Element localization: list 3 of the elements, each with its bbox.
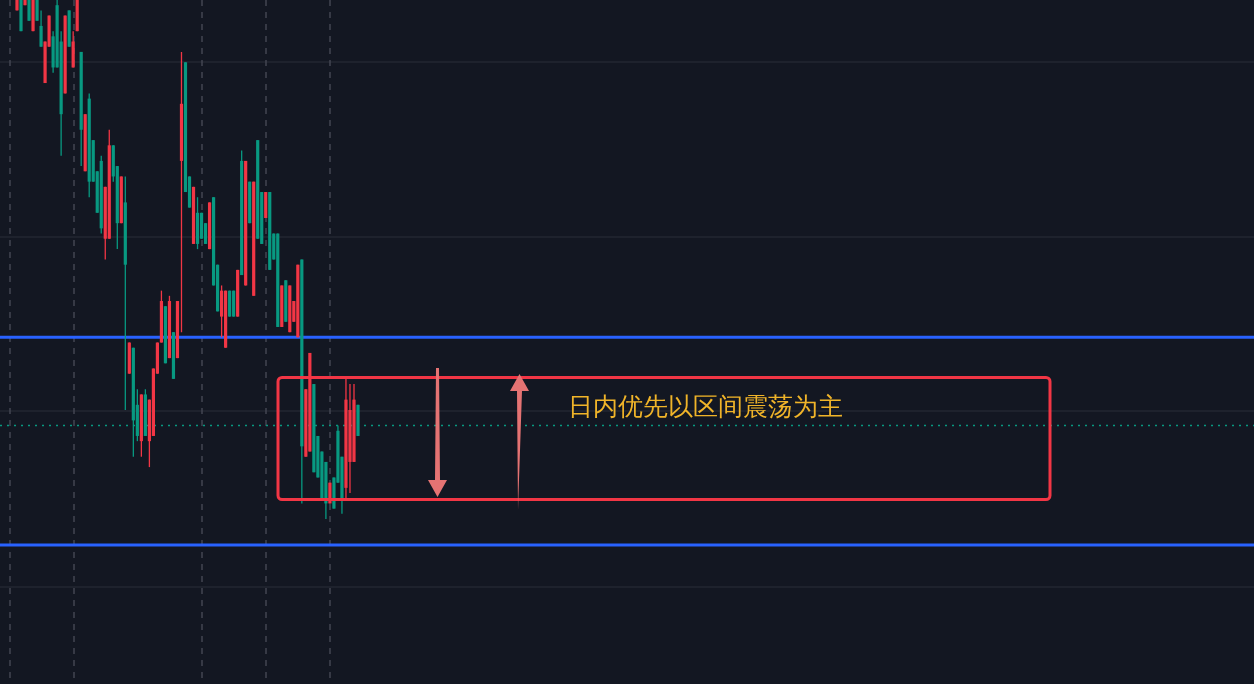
text: 日内优先以区间震荡为主	[568, 392, 843, 421]
candlestick	[35, 0, 39, 22]
candlestick	[27, 0, 31, 22]
